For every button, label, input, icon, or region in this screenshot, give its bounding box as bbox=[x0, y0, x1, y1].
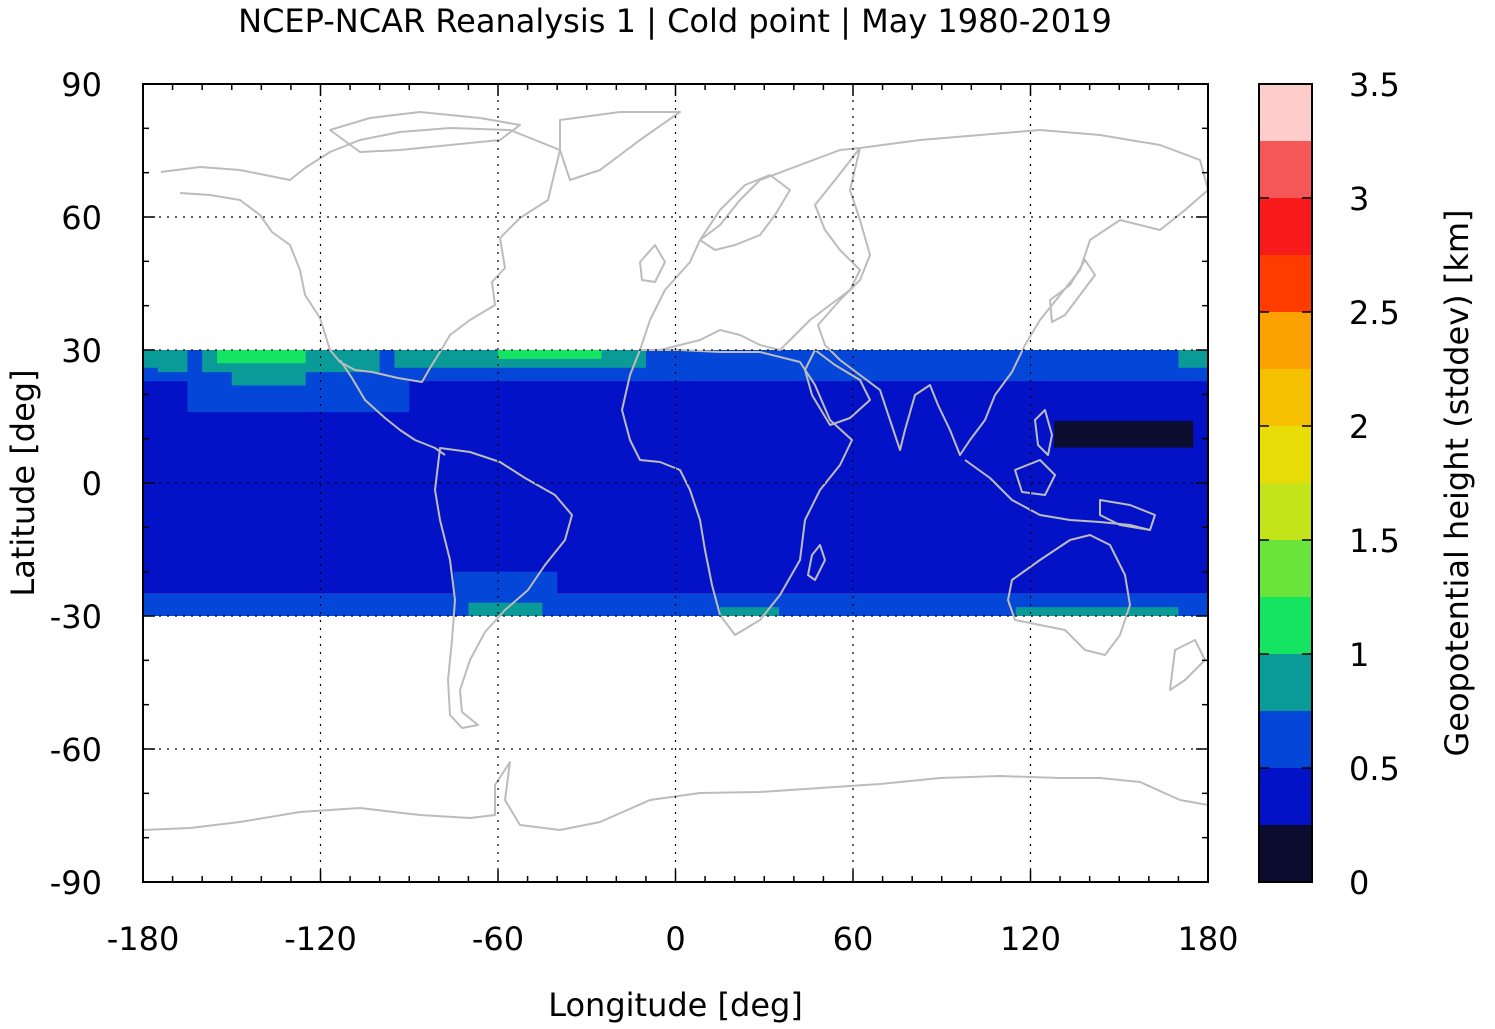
coastline-new-guinea bbox=[1099, 499, 1156, 531]
colorbar-bins bbox=[1259, 84, 1312, 882]
colorbar-tick-label: 3.5 bbox=[1349, 66, 1400, 104]
coastline-north-america bbox=[160, 127, 561, 383]
heatmap-cell bbox=[231, 363, 306, 386]
coastline-greenland bbox=[559, 111, 681, 181]
colorbar-label: Geopotential height (stddev) [km] bbox=[1438, 209, 1476, 756]
x-tick-labels: -180 -120 -60 0 60 120 180 bbox=[107, 920, 1239, 958]
colorbar-tick-label: 0.5 bbox=[1349, 750, 1400, 788]
y-tick-label: 30 bbox=[61, 332, 102, 370]
coastline-philippines bbox=[1034, 409, 1053, 456]
x-tick-label: 0 bbox=[665, 920, 685, 958]
heatmap-cell bbox=[216, 350, 306, 364]
coastline-central-america bbox=[339, 359, 446, 456]
coastline-british-isles bbox=[639, 244, 666, 283]
x-tick-label: 120 bbox=[1000, 920, 1061, 958]
plot-frame bbox=[142, 83, 1209, 883]
coastline-scandinavia bbox=[699, 174, 791, 251]
y-tick-label: 90 bbox=[61, 66, 102, 104]
grid bbox=[143, 84, 1208, 882]
coastline-arabia bbox=[804, 349, 871, 426]
colorbar-bin bbox=[1259, 654, 1312, 711]
x-tick-label: -120 bbox=[284, 920, 357, 958]
coastline-australia bbox=[1007, 534, 1131, 656]
colorbar-frame bbox=[1258, 83, 1313, 883]
coastline-europe bbox=[639, 147, 861, 351]
x-tick-label: -60 bbox=[472, 920, 524, 958]
colorbar-bin bbox=[1259, 540, 1312, 597]
heatmap-cell bbox=[1054, 420, 1194, 448]
colorbar-bin bbox=[1259, 255, 1312, 312]
heatmap-cell bbox=[498, 350, 602, 359]
coastline-madagascar bbox=[807, 544, 826, 581]
heatmap-cells bbox=[143, 350, 1208, 616]
colorbar-bin bbox=[1259, 426, 1312, 483]
y-tick-label: 0 bbox=[82, 465, 102, 503]
heatmap-cell bbox=[1015, 607, 1179, 616]
y-axis-label: Latitude [deg] bbox=[4, 369, 42, 596]
colorbar-bin bbox=[1259, 84, 1312, 141]
colorbar-bin bbox=[1259, 198, 1312, 255]
y-tick-label: -30 bbox=[50, 598, 102, 636]
colorbar-tick-label: 2 bbox=[1349, 408, 1369, 446]
coastline-indonesia bbox=[964, 459, 1151, 531]
heatmap-cell bbox=[143, 381, 1208, 594]
chart-title: NCEP-NCAR Reanalysis 1 | Cold point | Ma… bbox=[238, 2, 1112, 40]
colorbar-tick-label: 1.5 bbox=[1349, 522, 1400, 560]
colorbar-tick-label: 0 bbox=[1349, 864, 1369, 902]
colorbar-bin bbox=[1259, 768, 1312, 825]
colorbar-tick-label: 2.5 bbox=[1349, 294, 1400, 332]
colorbar-bin bbox=[1259, 312, 1312, 369]
x-tick-label: 180 bbox=[1177, 920, 1238, 958]
coastline-antarctica bbox=[142, 761, 1209, 831]
coastline-borneo bbox=[1014, 459, 1056, 496]
y-tick-labels: 90 60 30 0 -30 -60 -90 bbox=[50, 66, 102, 902]
colorbar-bin bbox=[1259, 141, 1312, 198]
x-tick-label: -180 bbox=[107, 920, 180, 958]
x-tick-label: 60 bbox=[833, 920, 874, 958]
colorbar-tick-labels: 0 0.5 1 1.5 2 2.5 3 3.5 bbox=[1349, 66, 1400, 902]
colorbar-bin bbox=[1259, 369, 1312, 426]
coastlines bbox=[142, 111, 1209, 831]
coastline-new-zealand bbox=[1169, 639, 1206, 691]
coastline-arctic-islands bbox=[329, 111, 521, 153]
colorbar-bin bbox=[1259, 597, 1312, 654]
coastline-asia bbox=[817, 129, 1209, 456]
y-tick-label: 60 bbox=[61, 199, 102, 237]
colorbar-bin bbox=[1259, 711, 1312, 768]
y-tick-label: -90 bbox=[50, 864, 102, 902]
coastline-japan bbox=[1049, 259, 1096, 323]
heatmap-cell bbox=[143, 350, 173, 368]
x-axis-label: Longitude [deg] bbox=[548, 986, 803, 1024]
colorbar-bin bbox=[1259, 825, 1312, 882]
heatmap-cell bbox=[1178, 350, 1208, 368]
colorbar-tick-label: 3 bbox=[1349, 180, 1369, 218]
colorbar-tick-label: 1 bbox=[1349, 636, 1369, 674]
coastline-south-america bbox=[434, 447, 573, 729]
colorbar-bin bbox=[1259, 483, 1312, 540]
heatmap-cell bbox=[719, 607, 780, 616]
y-tick-label: -60 bbox=[50, 731, 102, 769]
